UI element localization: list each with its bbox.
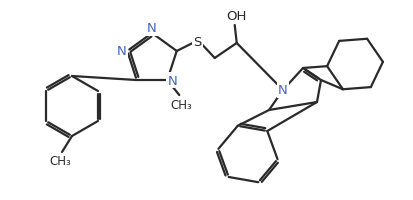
- Text: CH₃: CH₃: [171, 98, 192, 111]
- Text: S: S: [194, 36, 202, 49]
- Text: OH: OH: [227, 10, 247, 23]
- Text: N: N: [147, 22, 157, 35]
- Text: N: N: [167, 74, 177, 87]
- Text: N: N: [278, 84, 288, 97]
- Text: N: N: [116, 45, 126, 58]
- Text: CH₃: CH₃: [49, 155, 71, 168]
